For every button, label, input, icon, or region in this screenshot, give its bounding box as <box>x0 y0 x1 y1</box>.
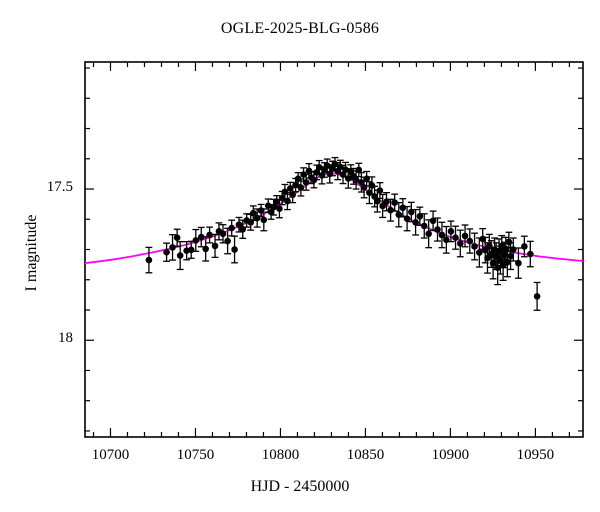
x-axis-label: HJD - 2450000 <box>250 478 350 495</box>
y-tick-label: 18 <box>58 330 73 347</box>
x-tick-label: 10750 <box>176 447 215 463</box>
y-tick-label: 17.5 <box>46 179 73 196</box>
x-tick-label: 10950 <box>516 447 555 463</box>
x-tick-label: 10700 <box>91 447 130 463</box>
x-tick-label: 10900 <box>431 447 470 463</box>
x-tick-label: 10850 <box>346 447 385 463</box>
x-tick-label: 10800 <box>261 447 300 463</box>
data-points <box>145 160 541 300</box>
plot-title: OGLE-2025-BLG-0586 <box>220 20 380 37</box>
axis-ticks <box>85 62 583 437</box>
